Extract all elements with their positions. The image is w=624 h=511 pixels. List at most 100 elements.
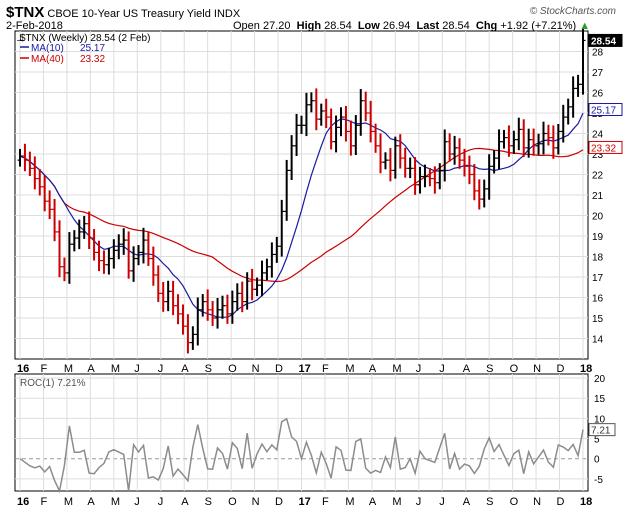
roc-x-tick-label: M (111, 496, 120, 508)
ohlc-bar (417, 166, 423, 194)
roc-x-tick-label: J (134, 496, 140, 508)
roc-y-tick-label: 20 (594, 374, 606, 385)
ohlc-bar (190, 326, 196, 350)
ohlc-bar (412, 157, 418, 195)
roc-x-tick-label: O (510, 496, 519, 508)
last-value: 28.54 (442, 20, 470, 32)
price-y-tick-label: 19 (592, 232, 604, 243)
ohlc-bar (387, 148, 393, 182)
roc-x-tick-label: M (392, 496, 401, 508)
low-label: Low (357, 20, 380, 32)
roc-x-tick-label: N (252, 496, 260, 508)
open-label: Open (233, 20, 260, 32)
ohlc-bar (121, 228, 127, 255)
ohlc-bar (239, 281, 245, 313)
ohlc-bar (86, 211, 92, 249)
roc-x-tick-label: D (557, 496, 565, 508)
roc-x-tick-label: N (533, 496, 541, 508)
ohlc-bar (452, 135, 458, 165)
price-x-tick-label: M (64, 363, 73, 375)
ohlc-bar (289, 135, 295, 180)
price-x-tick-label: M (345, 363, 354, 375)
ohlc-bar (175, 294, 181, 325)
ohlc-bar (27, 151, 33, 176)
ohlc-bar (437, 163, 443, 190)
price-x-tick-label: F (40, 363, 47, 375)
roc-x-tick-label: A (181, 496, 189, 508)
roc-x-tick-label: 17 (299, 496, 311, 508)
ohlc-bar (565, 98, 571, 125)
roc-last-box (588, 423, 616, 437)
chart-header: $TNX CBOE 10-Year US Treasury Yield INDX (6, 4, 240, 21)
ohlc-bar (96, 240, 102, 272)
price-label-box-ma10 (588, 103, 623, 117)
price-x-tick-label: O (228, 363, 237, 375)
ohlc-bar (536, 133, 542, 155)
ohlc-bar (353, 115, 359, 156)
ohlc-bar (506, 125, 512, 157)
low-value: 26.94 (382, 20, 411, 32)
roc-title: ROC(1) 7.21% (20, 378, 86, 389)
roc-y-tick-label: 5 (594, 435, 600, 446)
ohlc-bar (486, 154, 492, 200)
price-x-tick-label: M (392, 363, 401, 375)
chg-label: Chg (475, 20, 498, 32)
ohlc-bar (140, 227, 146, 264)
instrument-name: CBOE 10-Year US Treasury Yield (47, 8, 211, 20)
price-y-tick-label: 15 (592, 314, 604, 325)
price-x-tick-label: 18 (580, 363, 592, 375)
ohlc-bar (264, 258, 270, 281)
price-label-ma10: 25.17 (591, 106, 616, 117)
ohlc-bar (516, 117, 522, 151)
price-y-tick-label: 26 (592, 89, 604, 100)
price-x-tick-label: F (322, 363, 329, 375)
ohlc-bar (131, 246, 137, 282)
ohlc-bar (323, 98, 329, 129)
ohlc-bar (481, 179, 487, 208)
quote-line: Open 27.20 High 28.54 Low 26.94 Last 28.… (233, 20, 590, 32)
ohlc-bar (224, 294, 230, 324)
roc-x-tick-label: S (205, 496, 212, 508)
roc-x-tick-label: F (40, 496, 47, 508)
ohlc-bar (422, 164, 428, 188)
price-y-tick-label: 22 (592, 171, 604, 182)
roc-x-tick-label: A (87, 496, 95, 508)
ohlc-bar (160, 282, 166, 312)
ohlc-bar (328, 108, 334, 150)
roc-last-value: 7.21 (591, 426, 611, 437)
roc-x-tick-label: J (439, 496, 445, 508)
ohlc-bar (511, 130, 517, 154)
price-y-tick-label: 16 (592, 294, 604, 305)
price-y-tick-label: 17 (592, 273, 604, 284)
roc-x-tick-label: M (64, 496, 73, 508)
ohlc-bar (432, 166, 438, 194)
price-x-tick-label: S (205, 363, 212, 375)
ohlc-bar (116, 234, 122, 260)
price-side-labels: 28.54 25.17 23.32 (588, 33, 623, 154)
price-x-tick-label: N (533, 363, 541, 375)
roc-y-tick-label: 15 (594, 394, 606, 405)
price-x-tick-label: M (111, 363, 120, 375)
ohlc-bar (17, 148, 23, 167)
roc-x-axis: 16 F M A M J J A S O N D 17 F M A M J J A S O N D 18 (17, 496, 592, 508)
ohlc-bar (76, 219, 82, 250)
ohlc-bar (521, 119, 527, 157)
price-x-tick-label: J (416, 363, 422, 375)
price-x-tick-label: A (369, 363, 377, 375)
price-gridlines (15, 31, 588, 359)
ohlc-bar (373, 123, 379, 153)
ohlc-bar (402, 147, 408, 178)
main-legend-title: $TNX (Weekly) 28.54 (2 Feb) (20, 33, 150, 44)
price-y-tick-label: 18 (592, 253, 604, 264)
roc-y-tick-label: -5 (594, 475, 603, 486)
roc-x-tick-label: 16 (17, 496, 29, 508)
exchange-label: INDX (213, 8, 241, 20)
ohlc-bar (47, 190, 53, 220)
ohlc-bar (81, 215, 87, 239)
ohlc-bar (447, 133, 453, 162)
credit-label[interactable]: © StockCharts.com (529, 6, 616, 17)
price-x-tick-label: D (557, 363, 565, 375)
ohlc-bar (348, 120, 354, 156)
price-x-tick-label: 17 (299, 363, 311, 375)
price-label-box-ma40 (588, 140, 623, 154)
